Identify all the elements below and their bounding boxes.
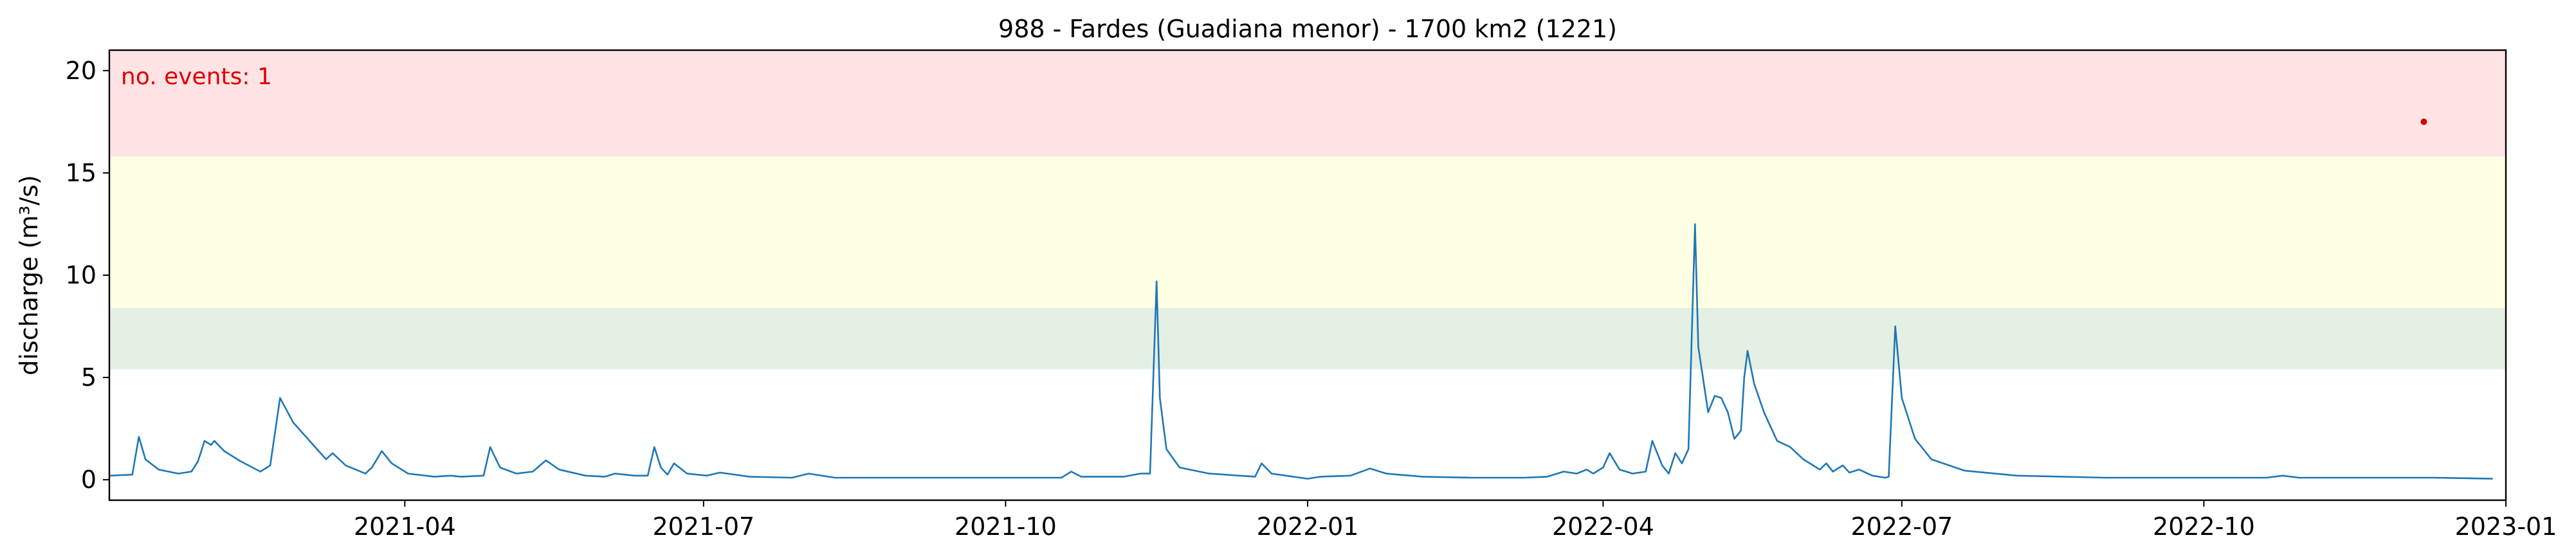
threshold-band-3 bbox=[109, 50, 2506, 157]
threshold-band-2 bbox=[109, 156, 2506, 308]
y-axis-label: discharge (m³/s) bbox=[15, 175, 43, 375]
y-tick-label: 5 bbox=[81, 363, 96, 392]
chart-title: 988 - Fardes (Guadiana menor) - 1700 km2… bbox=[998, 15, 1617, 43]
y-tick-label: 10 bbox=[66, 261, 96, 289]
line-layer bbox=[109, 223, 2493, 480]
y-tick-label: 0 bbox=[81, 465, 96, 494]
x-axis-ticks: 2021-04 2021-07 2021-10 2022-01 2022-04 2022-… bbox=[354, 500, 2557, 541]
x-tick-label: 2022-01 bbox=[1257, 512, 1359, 541]
x-tick-label: 2023-01 bbox=[2455, 512, 2557, 541]
x-tick-label: 2022-04 bbox=[1552, 512, 1654, 541]
event-marker-layer bbox=[2420, 118, 2427, 125]
x-tick-label: 2022-10 bbox=[2153, 512, 2255, 541]
x-tick-label: 2021-07 bbox=[652, 512, 754, 541]
x-tick-label: 2022-07 bbox=[1850, 512, 1953, 541]
threshold-band-1 bbox=[109, 307, 2506, 370]
x-tick-label: 2021-04 bbox=[354, 512, 456, 541]
x-tick-label: 2021-10 bbox=[955, 512, 1057, 541]
event-marker-point bbox=[2420, 118, 2427, 125]
y-tick-label: 15 bbox=[66, 159, 96, 187]
threshold-bands bbox=[109, 50, 2506, 370]
discharge-series-line bbox=[109, 223, 2493, 480]
y-tick-label: 20 bbox=[66, 57, 96, 85]
event-count-annotation: no. events: 1 bbox=[121, 64, 272, 90]
y-axis-ticks: 0 5 10 15 20 bbox=[66, 57, 109, 494]
